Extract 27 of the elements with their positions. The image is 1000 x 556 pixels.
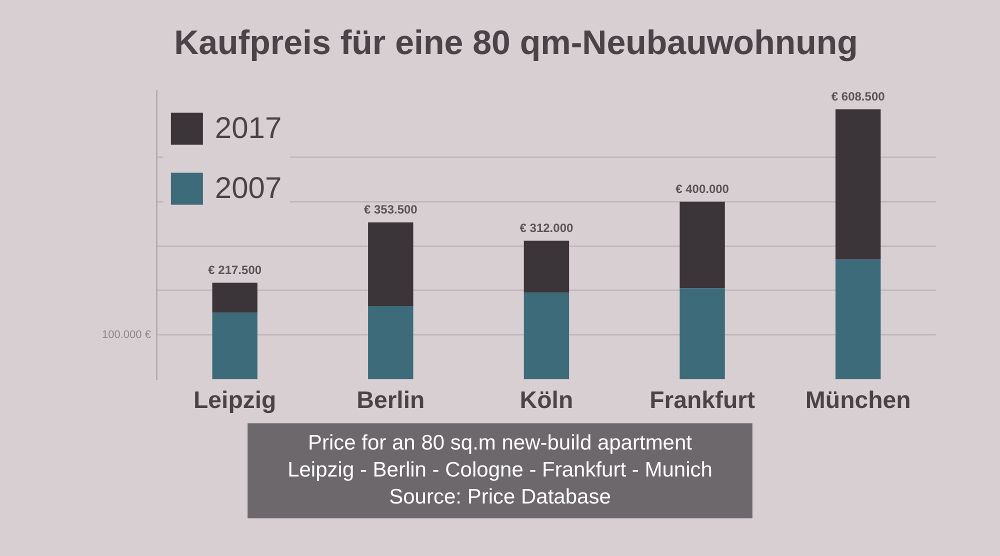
legend-label: 2017 bbox=[214, 112, 282, 146]
bar bbox=[836, 109, 881, 260]
bar bbox=[680, 202, 725, 288]
bar bbox=[524, 240, 570, 293]
bar bbox=[680, 288, 725, 380]
x-tick-label: Köln bbox=[520, 387, 574, 414]
y-tick-label: 100.000 € bbox=[102, 328, 151, 341]
bar bbox=[368, 222, 414, 306]
bar bbox=[836, 259, 881, 380]
x-tick-label: Frankfurt bbox=[650, 387, 755, 414]
x-tick-label: München bbox=[805, 387, 911, 414]
x-tick-label: Berlin bbox=[356, 387, 425, 414]
total-label: € 312.000 bbox=[520, 221, 574, 236]
total-label: € 400.000 bbox=[676, 182, 730, 196]
bar bbox=[524, 292, 570, 380]
text: Leipzig - Berlin - Cologne - Frankfurt - Munich bbox=[288, 458, 712, 482]
bar bbox=[212, 282, 258, 313]
total-label: € 608.500 bbox=[831, 90, 886, 104]
bar bbox=[368, 306, 414, 380]
text: Price for an 80 sq.m new-build apartment bbox=[308, 431, 692, 454]
total-label: € 353.500 bbox=[364, 202, 418, 217]
bar bbox=[212, 312, 258, 380]
source-note: Source: Price Database bbox=[389, 485, 611, 508]
chart-title: Kaufpreis für eine 80 qm-Neubauwohnung bbox=[174, 24, 858, 62]
x-tick-label: Leipzig bbox=[194, 387, 276, 414]
total-label: € 217.500 bbox=[208, 263, 262, 278]
legend-label: 2007 bbox=[214, 172, 282, 206]
